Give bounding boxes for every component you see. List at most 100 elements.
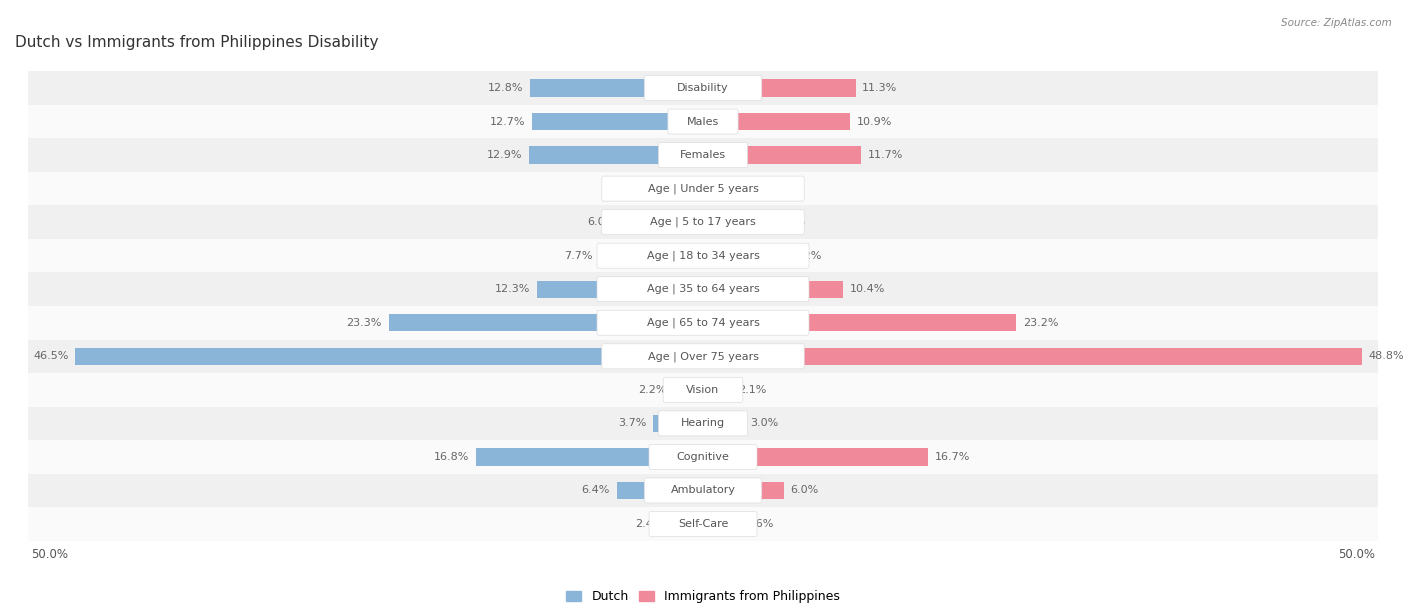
Text: Self-Care: Self-Care (678, 519, 728, 529)
FancyBboxPatch shape (602, 176, 804, 201)
FancyBboxPatch shape (598, 243, 808, 268)
Bar (703, 415, 744, 432)
Text: 10.4%: 10.4% (851, 284, 886, 294)
Bar (599, 247, 703, 264)
Text: Disability: Disability (678, 83, 728, 93)
FancyBboxPatch shape (650, 512, 756, 537)
Bar (703, 180, 720, 197)
Bar (28, 507, 1378, 541)
Text: 50.0%: 50.0% (1339, 548, 1375, 561)
Bar (703, 280, 844, 298)
FancyBboxPatch shape (644, 478, 762, 503)
Bar (703, 146, 860, 164)
Text: 11.3%: 11.3% (862, 83, 897, 93)
Bar (28, 306, 1378, 340)
Bar (671, 515, 703, 532)
Bar (28, 272, 1378, 306)
Text: 12.7%: 12.7% (489, 116, 524, 127)
Bar (703, 348, 1361, 365)
Bar (530, 80, 703, 97)
Text: 12.9%: 12.9% (486, 150, 522, 160)
Bar (617, 482, 703, 499)
Bar (537, 280, 703, 298)
Bar (703, 214, 770, 231)
Text: 46.5%: 46.5% (34, 351, 69, 361)
Bar (28, 340, 1378, 373)
Text: Ambulatory: Ambulatory (671, 485, 735, 496)
Bar (621, 214, 703, 231)
Bar (529, 146, 703, 164)
Text: 16.7%: 16.7% (935, 452, 970, 462)
Text: 2.2%: 2.2% (638, 385, 666, 395)
Text: 1.2%: 1.2% (725, 184, 755, 193)
Bar (28, 373, 1378, 406)
Text: Hearing: Hearing (681, 419, 725, 428)
Text: 48.8%: 48.8% (1368, 351, 1405, 361)
Legend: Dutch, Immigrants from Philippines: Dutch, Immigrants from Philippines (561, 585, 845, 608)
Text: 2.6%: 2.6% (745, 519, 773, 529)
FancyBboxPatch shape (658, 411, 748, 436)
Bar (703, 113, 851, 130)
Bar (28, 71, 1378, 105)
Text: 1.7%: 1.7% (645, 184, 673, 193)
Bar (28, 172, 1378, 206)
Text: 6.0%: 6.0% (588, 217, 616, 227)
Bar (28, 440, 1378, 474)
FancyBboxPatch shape (598, 277, 808, 302)
Bar (652, 415, 703, 432)
Text: 50.0%: 50.0% (31, 548, 67, 561)
Bar (477, 448, 703, 466)
Bar (703, 381, 731, 398)
Text: 16.8%: 16.8% (434, 452, 470, 462)
Text: Dutch vs Immigrants from Philippines Disability: Dutch vs Immigrants from Philippines Dis… (14, 35, 378, 50)
Bar (703, 247, 787, 264)
Bar (681, 180, 703, 197)
Text: 5.0%: 5.0% (778, 217, 806, 227)
Bar (703, 515, 738, 532)
Text: 6.4%: 6.4% (582, 485, 610, 496)
Bar (28, 206, 1378, 239)
Text: Age | 35 to 64 years: Age | 35 to 64 years (647, 284, 759, 294)
Bar (388, 314, 703, 332)
Bar (703, 448, 928, 466)
Text: Females: Females (681, 150, 725, 160)
Bar (703, 314, 1017, 332)
Text: 12.3%: 12.3% (495, 284, 530, 294)
Bar (28, 138, 1378, 172)
FancyBboxPatch shape (668, 109, 738, 134)
Bar (703, 482, 785, 499)
Text: 6.0%: 6.0% (790, 485, 818, 496)
Bar (76, 348, 703, 365)
Bar (703, 80, 855, 97)
Text: Cognitive: Cognitive (676, 452, 730, 462)
Text: 10.9%: 10.9% (856, 116, 893, 127)
FancyBboxPatch shape (650, 444, 756, 469)
Text: 3.0%: 3.0% (751, 419, 779, 428)
Bar (28, 406, 1378, 440)
Text: Age | Over 75 years: Age | Over 75 years (648, 351, 758, 362)
Text: 6.2%: 6.2% (793, 251, 823, 261)
FancyBboxPatch shape (658, 143, 748, 168)
Text: 7.7%: 7.7% (564, 251, 592, 261)
FancyBboxPatch shape (664, 378, 742, 402)
FancyBboxPatch shape (602, 210, 804, 234)
Text: Source: ZipAtlas.com: Source: ZipAtlas.com (1281, 18, 1392, 28)
FancyBboxPatch shape (598, 310, 808, 335)
Text: 23.2%: 23.2% (1024, 318, 1059, 328)
Text: 12.8%: 12.8% (488, 83, 523, 93)
Text: Age | 18 to 34 years: Age | 18 to 34 years (647, 250, 759, 261)
Bar (673, 381, 703, 398)
Text: Males: Males (688, 116, 718, 127)
Bar (28, 474, 1378, 507)
Text: 23.3%: 23.3% (346, 318, 382, 328)
Text: 2.1%: 2.1% (738, 385, 766, 395)
Text: 3.7%: 3.7% (617, 419, 647, 428)
Bar (28, 239, 1378, 272)
Text: Age | Under 5 years: Age | Under 5 years (648, 184, 758, 194)
Text: Age | 5 to 17 years: Age | 5 to 17 years (650, 217, 756, 228)
Text: Age | 65 to 74 years: Age | 65 to 74 years (647, 318, 759, 328)
FancyBboxPatch shape (644, 75, 762, 100)
Text: 2.4%: 2.4% (636, 519, 664, 529)
Bar (28, 105, 1378, 138)
Text: 11.7%: 11.7% (868, 150, 903, 160)
